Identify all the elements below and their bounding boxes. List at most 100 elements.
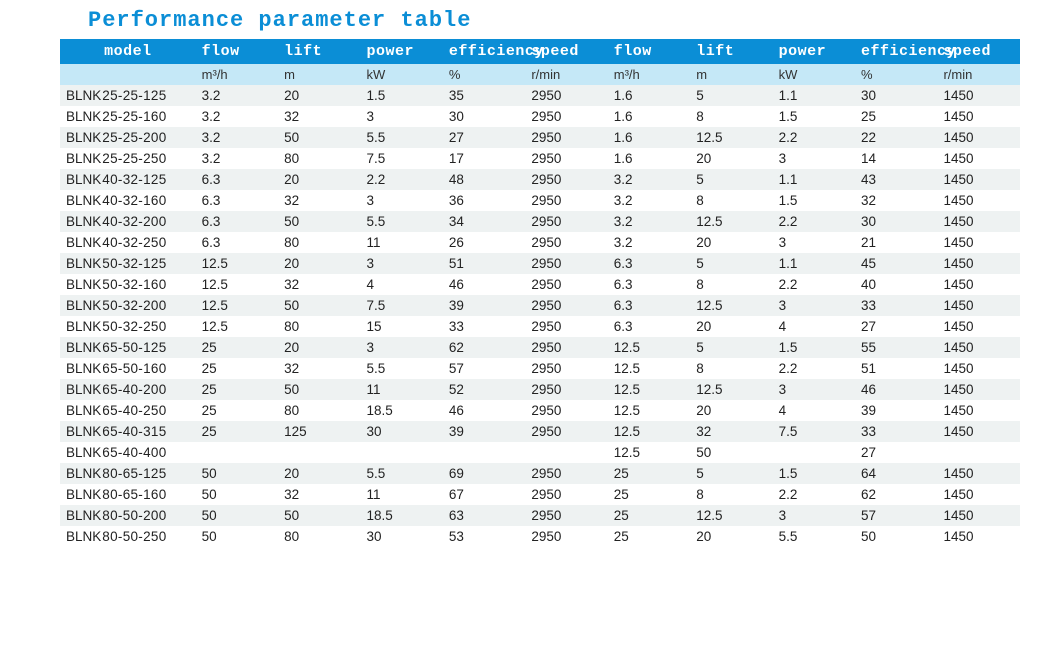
- cell-value: 17: [443, 148, 525, 169]
- cell-model: BLNK40-32-125: [60, 169, 196, 190]
- cell-value: 1.5: [773, 463, 855, 484]
- cell-value: 11: [361, 379, 443, 400]
- table-row: BLNK65-50-1252520362295012.551.5551450: [60, 337, 1020, 358]
- table-row: BLNK65-40-40012.55027: [60, 442, 1020, 463]
- cell-value: 1.6: [608, 85, 690, 106]
- cell-value: 30: [361, 526, 443, 547]
- table-row: BLNK40-32-2506.380112629503.2203211450: [60, 232, 1020, 253]
- cell-value: 35: [443, 85, 525, 106]
- cell-value: 6.3: [196, 190, 278, 211]
- cell-value: 20: [690, 526, 772, 547]
- cell-value: 5.5: [773, 526, 855, 547]
- table-row: BLNK40-32-1606.33233629503.281.5321450: [60, 190, 1020, 211]
- cell-value: 2950: [525, 463, 607, 484]
- cell-value: 1450: [937, 148, 1020, 169]
- cell-value: 1450: [937, 316, 1020, 337]
- cell-value: 1450: [937, 85, 1020, 106]
- table-row: BLNK65-40-20025501152295012.512.53461450: [60, 379, 1020, 400]
- unit-power-1: kW: [361, 64, 443, 85]
- cell-model: BLNK65-40-400: [60, 442, 196, 463]
- cell-value: 12.5: [690, 211, 772, 232]
- cell-value: 25: [196, 337, 278, 358]
- cell-value: 36: [443, 190, 525, 211]
- cell-value: 5.5: [361, 211, 443, 232]
- cell-model: BLNK25-25-125: [60, 85, 196, 106]
- cell-value: 1450: [937, 526, 1020, 547]
- cell-value: 30: [855, 211, 937, 232]
- cell-value: 50: [855, 526, 937, 547]
- cell-value: 5.5: [361, 358, 443, 379]
- cell-value: 27: [443, 127, 525, 148]
- cell-value: 32: [855, 190, 937, 211]
- cell-value: 80: [278, 148, 360, 169]
- cell-value: 45: [855, 253, 937, 274]
- cell-value: 4: [773, 400, 855, 421]
- cell-value: 3: [361, 337, 443, 358]
- cell-value: 2950: [525, 106, 607, 127]
- cell-value: 2950: [525, 400, 607, 421]
- cell-value: 6.3: [196, 211, 278, 232]
- cell-value: 20: [278, 85, 360, 106]
- col-flow-1: flow: [196, 39, 278, 64]
- cell-value: 20: [690, 316, 772, 337]
- cell-model: BLNK80-50-250: [60, 526, 196, 547]
- cell-value: [443, 442, 525, 463]
- cell-value: 1450: [937, 274, 1020, 295]
- cell-model: BLNK80-65-125: [60, 463, 196, 484]
- cell-value: 2.2: [773, 127, 855, 148]
- cell-model: BLNK50-32-125: [60, 253, 196, 274]
- cell-value: 2950: [525, 379, 607, 400]
- cell-value: [773, 442, 855, 463]
- cell-value: 21: [855, 232, 937, 253]
- table-row: BLNK80-65-1605032116729502582.2621450: [60, 484, 1020, 505]
- table-row: BLNK80-65-12550205.56929502551.5641450: [60, 463, 1020, 484]
- cell-value: 25: [196, 358, 278, 379]
- cell-value: 27: [855, 442, 937, 463]
- cell-value: 8: [690, 358, 772, 379]
- cell-value: 46: [443, 400, 525, 421]
- cell-value: 25: [608, 484, 690, 505]
- cell-value: 3.2: [608, 232, 690, 253]
- cell-value: 8: [690, 274, 772, 295]
- cell-value: 67: [443, 484, 525, 505]
- table-row: BLNK40-32-1256.3202.24829503.251.1431450: [60, 169, 1020, 190]
- cell-value: 62: [443, 337, 525, 358]
- cell-value: [937, 442, 1020, 463]
- cell-value: 1450: [937, 484, 1020, 505]
- table-row: BLNK50-32-16012.53244629506.382.2401450: [60, 274, 1020, 295]
- cell-value: 3.2: [608, 211, 690, 232]
- cell-value: 27: [855, 316, 937, 337]
- col-power-2: power: [773, 39, 855, 64]
- cell-value: 50: [278, 505, 360, 526]
- col-lift-1: lift: [278, 39, 360, 64]
- cell-value: 1.5: [361, 85, 443, 106]
- cell-value: 1450: [937, 106, 1020, 127]
- cell-value: 2950: [525, 274, 607, 295]
- cell-value: 33: [443, 316, 525, 337]
- unit-lift-1: m: [278, 64, 360, 85]
- cell-value: 3: [773, 295, 855, 316]
- cell-value: 25: [196, 400, 278, 421]
- cell-value: 25: [608, 505, 690, 526]
- cell-value: 20: [278, 463, 360, 484]
- cell-value: 12.5: [608, 400, 690, 421]
- cell-value: 12.5: [196, 274, 278, 295]
- cell-value: 25: [196, 379, 278, 400]
- cell-model: BLNK80-50-200: [60, 505, 196, 526]
- cell-value: 26: [443, 232, 525, 253]
- cell-value: 80: [278, 232, 360, 253]
- table-row: BLNK25-25-1603.23233029501.681.5251450: [60, 106, 1020, 127]
- cell-value: 33: [855, 295, 937, 316]
- cell-value: 2950: [525, 316, 607, 337]
- unit-lift-2: m: [690, 64, 772, 85]
- cell-value: 2950: [525, 505, 607, 526]
- unit-flow-1: m³/h: [196, 64, 278, 85]
- cell-value: 50: [690, 442, 772, 463]
- cell-value: 46: [855, 379, 937, 400]
- cell-value: 6.3: [608, 295, 690, 316]
- cell-value: 32: [278, 106, 360, 127]
- cell-value: 2.2: [361, 169, 443, 190]
- cell-value: 20: [278, 337, 360, 358]
- cell-value: 63: [443, 505, 525, 526]
- unit-efficiency-1: %: [443, 64, 525, 85]
